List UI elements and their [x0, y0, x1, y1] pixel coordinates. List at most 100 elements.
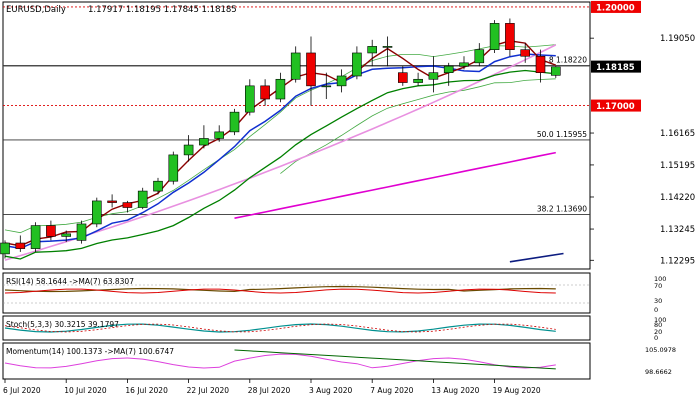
- candle-bearish: [46, 225, 56, 237]
- candle-bullish: [474, 49, 485, 64]
- price-badges: 1.20000 1.17000 1.18185: [591, 0, 641, 112]
- ma-pink-line: [4, 44, 557, 261]
- candle-bullish: [61, 233, 72, 237]
- candle-bullish: [443, 65, 454, 73]
- fib-label: 50.0 1.15955: [537, 130, 587, 139]
- candle-bullish: [367, 46, 378, 54]
- x-tick-label: 28 Jul 2020: [248, 386, 291, 395]
- candle-bullish: [382, 46, 393, 48]
- candle-bullish: [0, 242, 10, 255]
- rsi-level-70: 70: [654, 282, 662, 290]
- ma-navy-line: [509, 252, 564, 263]
- stoch-signal-line: [4, 323, 556, 333]
- candle-bearish: [122, 202, 133, 208]
- candle-bearish: [260, 85, 270, 100]
- y-tick-label: 1.13245: [660, 225, 695, 235]
- rsi-line: [4, 288, 556, 294]
- x-tick-label: 13 Aug 2020: [431, 386, 479, 395]
- rsi-level-100: 100: [654, 275, 666, 283]
- candle-bullish: [30, 225, 41, 249]
- candle-bullish: [76, 223, 87, 241]
- current-price-badge: [591, 60, 641, 73]
- candle-bullish: [199, 138, 209, 146]
- stoch-panel: [2, 315, 591, 341]
- momentum-panel: [2, 342, 591, 380]
- rsi-lines: [3, 284, 590, 304]
- candle-bullish: [489, 23, 500, 50]
- stoch-header: Stoch(5,3,3) 30.3215 39.1797: [6, 320, 119, 329]
- price-axis: 1.19050 1.16165 1.15195 1.14220 1.13245 1.122…: [590, 34, 695, 266]
- fib-label: 38.2 1.13690: [537, 204, 587, 213]
- momentum-header: Momentum(14) 100.1373 ->MA(7) 100.6747: [6, 347, 174, 356]
- momentum-line: [4, 353, 556, 369]
- momentum-level-bottom: 98.6662: [645, 368, 672, 376]
- fib-label: 61.8 1.18220: [537, 55, 587, 64]
- momentum-lines: [4, 349, 556, 370]
- candle-bearish: [535, 55, 546, 73]
- y-tick-label: 1.15195: [660, 161, 695, 171]
- stoch-main-line: [4, 323, 556, 333]
- x-tick-label: 7 Aug 2020: [370, 386, 413, 395]
- candle-bullish: [413, 78, 423, 83]
- candle-bullish: [245, 85, 255, 113]
- candles: [0, 18, 561, 259]
- ma-green-line: [4, 69, 556, 260]
- candle-bearish: [520, 49, 531, 57]
- x-tick-label: 3 Aug 2020: [309, 386, 352, 395]
- candle-bullish: [92, 200, 102, 225]
- x-tick-label: 19 Aug 2020: [493, 386, 541, 395]
- momentum-ma-line: [234, 349, 556, 370]
- level-badge-label: 1.20000: [596, 3, 635, 13]
- x-tick-label: 16 Jul 2020: [125, 386, 168, 395]
- candle-bullish: [229, 111, 240, 133]
- rsi-panel: [2, 272, 591, 314]
- y-tick-label: 1.19050: [660, 34, 695, 44]
- stoch-level-0: 0: [654, 334, 658, 342]
- candle-bullish: [137, 190, 148, 208]
- rsi-level-0: 0: [654, 306, 658, 314]
- level-badge: [591, 0, 641, 13]
- rsi-level-30: 30: [654, 297, 662, 305]
- stoch-level-100: 100: [654, 316, 666, 324]
- date-axis: 6 Jul 2020 10 Jul 2020 16 Jul 2020 22 Jul 2…: [3, 379, 541, 395]
- candle-bullish: [428, 72, 439, 80]
- stoch-level-80: 80: [654, 321, 662, 329]
- y-tick-label: 1.16165: [660, 129, 695, 139]
- candle-bearish: [15, 242, 26, 249]
- candle-bullish: [275, 78, 286, 100]
- candle-bullish: [290, 52, 301, 80]
- level-badge: [591, 99, 641, 112]
- candle-bearish: [397, 72, 408, 83]
- stoch-level-20: 20: [654, 328, 662, 336]
- current-price-label: 1.18185: [596, 63, 635, 73]
- x-tick-label: 6 Jul 2020: [3, 386, 41, 395]
- candle-bullish: [459, 62, 469, 67]
- candle-bullish: [336, 75, 347, 87]
- candle-bullish: [153, 180, 163, 192]
- candle-bullish: [352, 52, 362, 77]
- chart-header-symbol: EURUSD,Daily: [6, 5, 66, 15]
- chart-header-ohlc: 1.17917 1.18195 1.17845 1.18185: [88, 5, 237, 15]
- ma-blue-line: [4, 53, 556, 250]
- candle-bullish: [183, 144, 194, 156]
- candle-bearish: [505, 23, 515, 50]
- candle-bullish: [550, 66, 561, 76]
- bollinger-lower-line: [280, 78, 556, 174]
- momentum-level-top: 105.0978: [645, 346, 676, 354]
- ma-magenta-line: [234, 151, 556, 219]
- stoch-lines: [4, 323, 556, 333]
- rsi-header: RSI(14) 58.1644 ->MA(7) 63.8307: [6, 277, 134, 286]
- candle-bullish: [168, 154, 179, 182]
- candle-bullish: [321, 85, 332, 88]
- candle-bearish: [306, 52, 316, 87]
- x-tick-label: 22 Jul 2020: [187, 386, 230, 395]
- main-panel: [2, 1, 591, 270]
- candle-bullish: [214, 131, 224, 139]
- y-tick-label: 1.12295: [660, 256, 695, 266]
- candle-bearish: [107, 200, 117, 203]
- horizontal-levels: 61.8 1.18220 50.0 1.15955 38.2 1.13690: [3, 6, 590, 215]
- level-badge-label: 1.17000: [596, 102, 635, 112]
- x-tick-label: 10 Jul 2020: [64, 386, 107, 395]
- y-tick-label: 1.14220: [660, 193, 695, 203]
